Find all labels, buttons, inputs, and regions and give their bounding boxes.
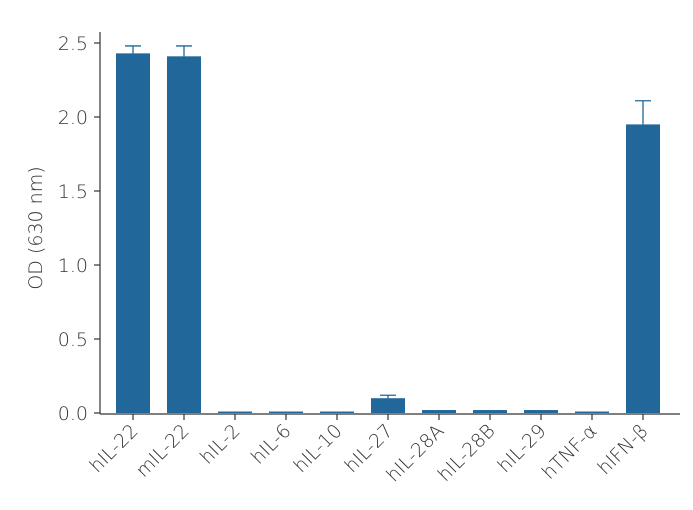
bar xyxy=(320,411,354,413)
error-bar xyxy=(125,45,141,54)
bar xyxy=(626,124,660,414)
bar xyxy=(218,411,252,413)
y-tick-label: 2.5 xyxy=(58,33,88,55)
bar xyxy=(116,53,150,414)
x-tick-label: hTNF-α xyxy=(538,420,602,484)
y-tick-label: 0.5 xyxy=(58,329,88,351)
x-tick-label: mIL-22 xyxy=(132,420,194,482)
bar xyxy=(269,411,303,413)
x-tick-label: hIL-28B xyxy=(434,420,500,486)
bar xyxy=(371,398,405,413)
y-tick-label: 1.0 xyxy=(58,255,88,277)
x-tick-label: hIFN-β xyxy=(593,420,652,479)
x-tick-label: hIL-10 xyxy=(289,420,346,477)
y-tick-label: 2.0 xyxy=(58,107,88,129)
error-bar xyxy=(176,45,192,57)
bar xyxy=(524,410,558,413)
error-bar xyxy=(380,394,396,399)
error-bar xyxy=(635,100,651,125)
y-tick-label: 0.0 xyxy=(58,403,88,425)
y-tick-label: 1.5 xyxy=(58,181,88,203)
bar xyxy=(473,410,507,413)
bar xyxy=(167,56,201,413)
bar xyxy=(422,410,456,413)
bar xyxy=(575,411,609,413)
x-tick-label: hIL-2 xyxy=(196,420,245,469)
y-axis-label: OD (630 nm) xyxy=(25,166,47,289)
